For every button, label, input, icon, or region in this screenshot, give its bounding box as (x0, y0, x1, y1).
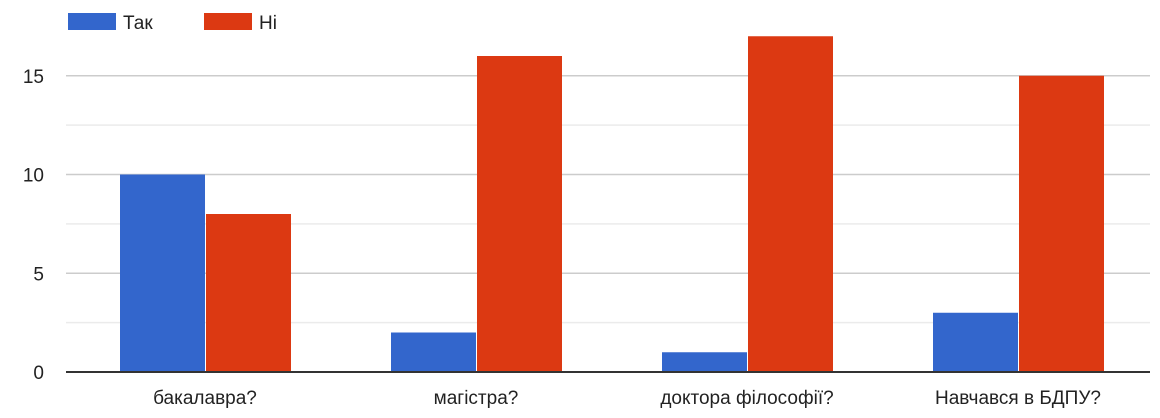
legend-swatch-ni (204, 13, 252, 30)
y-tick-label: 0 (33, 363, 44, 384)
x-category-label: магістра? (434, 388, 519, 409)
legend-label-ni: Ні (259, 13, 277, 34)
legend-swatch-tak (68, 13, 116, 30)
x-category-label: доктора філософії? (660, 388, 833, 409)
y-tick-label: 5 (33, 264, 44, 285)
legend: Так Ні (68, 13, 277, 34)
bar-ni-2 (477, 56, 562, 372)
bar-tak-4 (933, 312, 1018, 372)
x-category-label: Навчався в БДПУ? (935, 388, 1101, 409)
legend-label-tak: Так (123, 13, 153, 34)
x-category-label: бакалавра? (153, 388, 257, 409)
bar-ni-1 (206, 214, 291, 372)
bars (120, 36, 1104, 372)
y-tick-label: 10 (23, 166, 44, 187)
bar-ni-3 (748, 36, 833, 372)
bar-ni-4 (1019, 75, 1104, 372)
y-tick-label: 15 (23, 67, 44, 88)
bar-tak-2 (391, 332, 476, 372)
bar-tak-3 (662, 352, 747, 372)
x-axis-labels: бакалавра? магістра? доктора філософії? Нав… (153, 388, 1101, 409)
bar-tak-1 (120, 174, 205, 372)
y-axis-ticks: 0 5 10 15 (23, 67, 44, 384)
